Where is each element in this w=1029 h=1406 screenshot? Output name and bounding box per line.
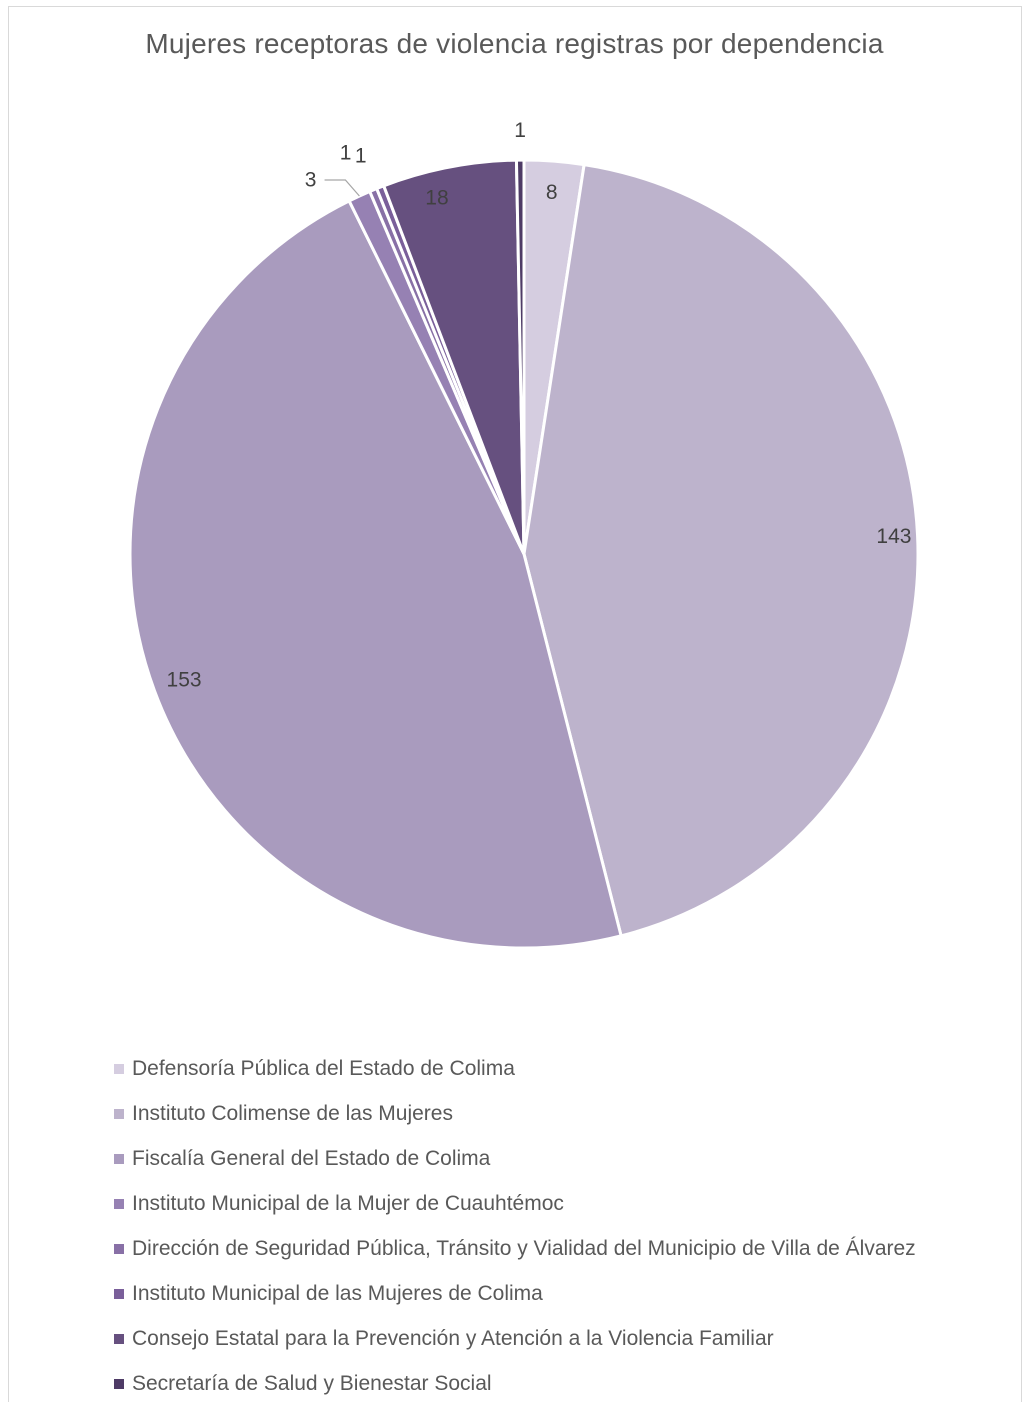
legend-swatch bbox=[114, 1153, 124, 1164]
legend-item-instituto-municipal-de-la-mujer-de-cuauhtemoc: Instituto Municipal de la Mujer de Cuauh… bbox=[114, 1181, 916, 1226]
legend-label: Fiscalía General del Estado de Colima bbox=[132, 1146, 491, 1170]
legend-label: Secretaría de Salud y Bienestar Social bbox=[132, 1371, 492, 1395]
pie-slice-fiscalia-general-del-estado-de-colima bbox=[128, 198, 623, 950]
legend-item-instituto-colimense-de-las-mujeres: Instituto Colimense de las Mujeres bbox=[114, 1091, 916, 1136]
data-label-instituto-colimense-de-las-mujeres: 143 bbox=[876, 525, 911, 548]
legend-swatch bbox=[114, 1063, 124, 1074]
data-label-direccion-de-seguridad-publica-transito-y-vialidad-del-municipio-de-villa-de-alvarez: 1 bbox=[340, 142, 352, 165]
legend-swatch bbox=[114, 1108, 124, 1119]
chart-frame bbox=[8, 6, 1022, 1402]
data-label-defensoria-publica-del-estado-de-colima: 8 bbox=[546, 181, 558, 204]
legend-item-instituto-municipal-de-las-mujeres-de-colima: Instituto Municipal de las Mujeres de Co… bbox=[114, 1271, 916, 1316]
data-label-instituto-municipal-de-las-mujeres-de-colima: 1 bbox=[355, 144, 367, 167]
legend-swatch bbox=[114, 1198, 124, 1209]
legend-label: Defensoría Pública del Estado de Colima bbox=[132, 1056, 515, 1080]
legend-label: Dirección de Seguridad Pública, Tránsito… bbox=[132, 1236, 916, 1260]
data-label-instituto-municipal-de-la-mujer-de-cuauhtemoc: 3 bbox=[305, 169, 317, 192]
leader-line-instituto-municipal-de-la-mujer-de-cuauhtemoc bbox=[324, 179, 360, 197]
data-label-consejo-estatal-para-la-prevencion-y-atencion-a-la-violencia-familiar: 18 bbox=[425, 187, 448, 210]
legend-swatch bbox=[114, 1288, 124, 1299]
pie-slice-instituto-colimense-de-las-mujeres bbox=[522, 162, 920, 938]
legend-swatch bbox=[114, 1333, 124, 1344]
legend-item-defensoria-publica-del-estado-de-colima: Defensoría Pública del Estado de Colima bbox=[114, 1046, 916, 1091]
legend-label: Consejo Estatal para la Prevención y Ate… bbox=[132, 1326, 774, 1350]
legend-item-fiscalia-general-del-estado-de-colima: Fiscalía General del Estado de Colima bbox=[114, 1136, 916, 1181]
chart-title: Mujeres receptoras de violencia registra… bbox=[145, 28, 884, 59]
pie-slice-secretaria-de-salud-y-bienestar-social bbox=[514, 158, 526, 555]
data-label-fiscalia-general-del-estado-de-colima: 153 bbox=[167, 668, 202, 691]
data-label-secretaria-de-salud-y-bienestar-social: 1 bbox=[514, 119, 526, 142]
legend-label: Instituto Colimense de las Mujeres bbox=[132, 1101, 453, 1125]
chart-legend: Defensoría Pública del Estado de Colima I… bbox=[114, 1046, 916, 1406]
legend-item-direccion-de-seguridad-publica-transito-y-vialidad-del-municipio-de-villa-de-alvarez: Dirección de Seguridad Pública, Tránsito… bbox=[114, 1226, 916, 1271]
legend-item-secretaria-de-salud-y-bienestar-social: Secretaría de Salud y Bienestar Social bbox=[114, 1361, 916, 1406]
legend-swatch bbox=[114, 1243, 124, 1254]
legend-label: Instituto Municipal de las Mujeres de Co… bbox=[132, 1281, 543, 1305]
legend-label: Instituto Municipal de la Mujer de Cuauh… bbox=[132, 1191, 564, 1215]
legend-swatch bbox=[114, 1378, 124, 1389]
pie-slice-consejo-estatal-para-la-prevencion-y-atencion-a-la-violencia-familiar bbox=[381, 158, 526, 555]
legend-item-consejo-estatal-para-la-prevencion-y-atencion-a-la-violencia-familiar: Consejo Estatal para la Prevención y Ate… bbox=[114, 1316, 916, 1361]
